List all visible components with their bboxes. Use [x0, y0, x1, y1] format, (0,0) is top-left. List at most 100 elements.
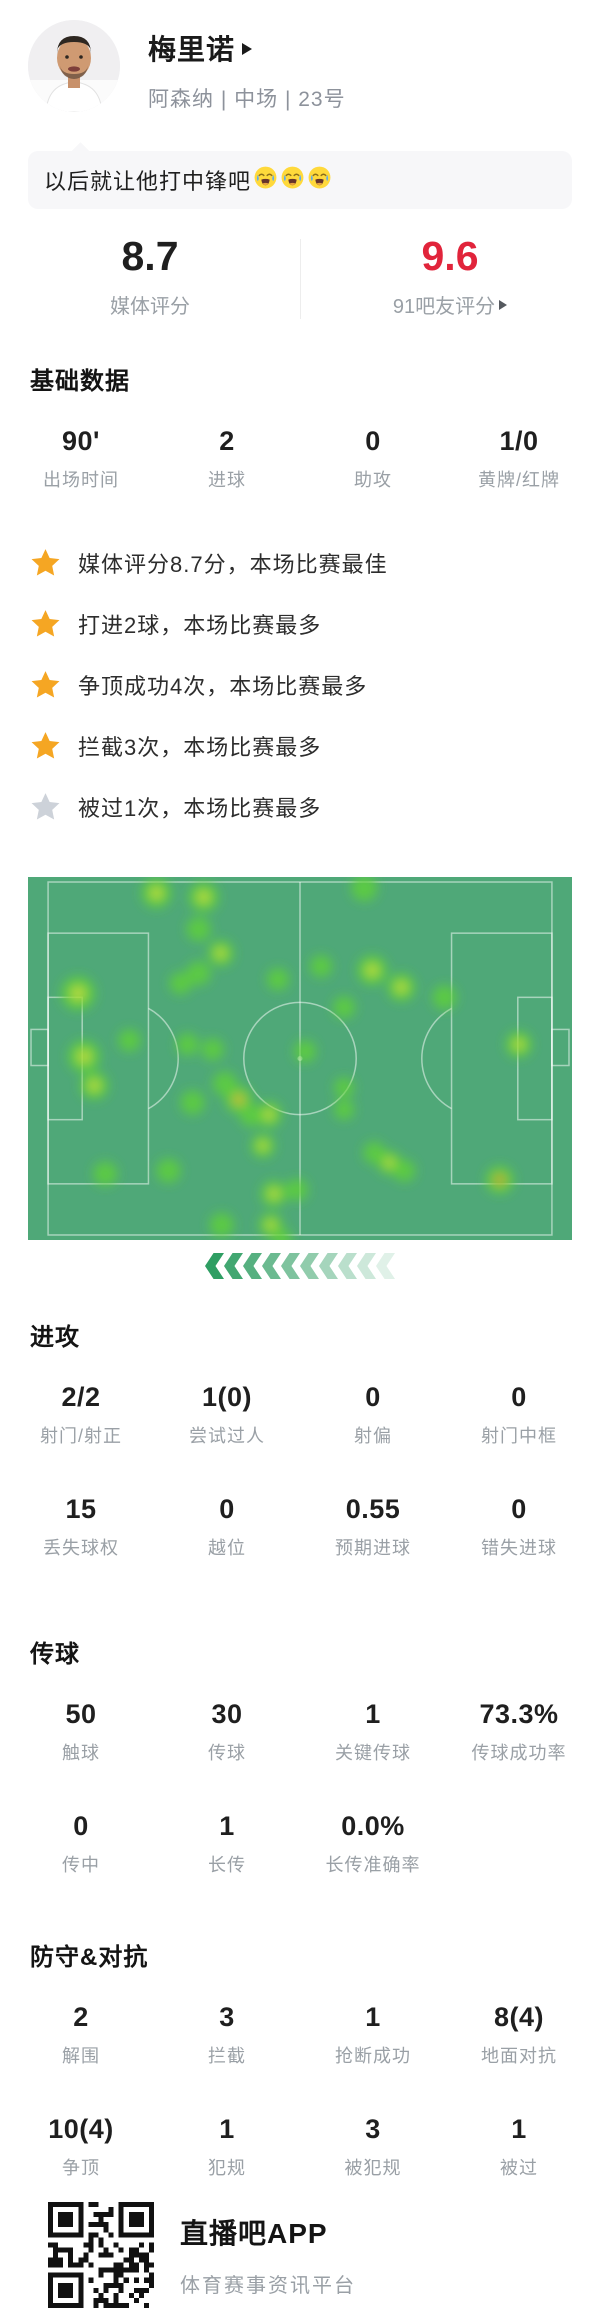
stat-label: 被犯规 — [344, 2158, 402, 2178]
passing-stats-grid: 50 触球 30 传球 1 关键传球 73.3% 传球成功率 0 传中 1 长传 0.0% 长传准确率 — [0, 1699, 600, 1877]
media-rating: 8.7 媒体评分 — [0, 233, 300, 319]
section-title-defense: 防守&对抗 — [30, 1944, 149, 1971]
stat-value: 15 — [65, 1494, 97, 1524]
highlight-row: 拦截3次，本场比赛最多 — [30, 715, 600, 776]
section-title-attack: 进攻 — [30, 1324, 80, 1351]
stat-cell: 1 长传 — [154, 1811, 300, 1877]
stat-value: 3 — [365, 2114, 381, 2144]
stat-cell: 0 传中 — [8, 1811, 154, 1877]
highlight-text: 打进2球，本场比赛最多 — [78, 612, 322, 638]
stat-value: 2/2 — [61, 1382, 101, 1412]
stat-label: 射门中框 — [481, 1426, 557, 1446]
stat-cell: 30 传球 — [154, 1699, 300, 1765]
star-icon — [31, 793, 60, 820]
stat-cell: 0.0% 长传准确率 — [300, 1811, 446, 1877]
stat-label: 传球成功率 — [471, 1743, 567, 1763]
fans-rating-arrow-icon — [499, 299, 508, 310]
stat-cell: 0 越位 — [154, 1494, 300, 1560]
stat-value: 1 — [365, 1699, 381, 1729]
stat-label: 地面对抗 — [481, 2046, 557, 2066]
stat-label: 黄牌/红牌 — [477, 470, 560, 490]
player-portrait-illustration — [28, 20, 120, 112]
stat-label: 预期进球 — [335, 1538, 411, 1558]
highlights-list: 媒体评分8.7分，本场比赛最佳 打进2球，本场比赛最多 争顶成功4次，本场比赛最… — [0, 532, 600, 837]
player-name: 梅里诺 — [148, 34, 236, 65]
crying-emoji-icon — [308, 166, 331, 188]
star-icon — [31, 671, 60, 698]
stat-value: 8(4) — [493, 2002, 544, 2032]
stat-cell: 1(0) 尝试过人 — [154, 1382, 300, 1448]
highlight-row: 媒体评分8.7分，本场比赛最佳 — [30, 532, 600, 593]
stat-label: 传球 — [208, 1743, 246, 1763]
stat-value: 2 — [219, 426, 235, 456]
stat-cell: 15 丢失球权 — [8, 1494, 154, 1560]
fans-rating-value: 9.6 — [421, 233, 479, 279]
app-tagline: 体育赛事资讯平台 — [180, 2275, 356, 2297]
stat-value: 50 — [65, 1699, 97, 1729]
stat-cell: 2/2 射门/射正 — [8, 1382, 154, 1448]
star-icon — [31, 549, 60, 576]
stat-value: 1 — [511, 2114, 527, 2144]
ratings-block: 8.7 媒体评分 9.6 91吧友评分 — [0, 233, 600, 319]
section-title-passing: 传球 — [30, 1641, 80, 1668]
stat-value: 1 — [365, 2002, 381, 2032]
ratings-divider — [300, 239, 301, 319]
stat-label: 解围 — [62, 2046, 100, 2066]
chevron-left-icon — [300, 1253, 319, 1279]
comment-bubble: 以后就让他打中锋吧 — [28, 151, 572, 209]
stat-value: 0.55 — [345, 1494, 401, 1524]
stat-value: 1 — [219, 2114, 235, 2144]
pitch-svg — [28, 874, 572, 1250]
stat-cell: 0 射门中框 — [446, 1382, 592, 1448]
crying-emoji-icon — [254, 166, 277, 188]
player-team-position: 阿森纳 | 中场 | 23号 — [148, 88, 346, 111]
crying-emoji-group — [251, 165, 332, 196]
heat-spots — [61, 874, 532, 1250]
app-footer: 直播吧APP 体育赛事资讯平台 — [48, 2202, 600, 2308]
stat-label: 争顶 — [62, 2158, 100, 2178]
chevron-left-icon — [319, 1253, 338, 1279]
stat-cell: 73.3% 传球成功率 — [446, 1699, 592, 1765]
stat-value: 0 — [511, 1494, 527, 1524]
stat-label: 错失进球 — [481, 1538, 557, 1558]
name-caret-icon — [242, 43, 253, 55]
player-name-row[interactable]: 梅里诺 — [148, 28, 346, 68]
fans-rating[interactable]: 9.6 91吧友评分 — [300, 233, 600, 319]
stat-cell: 1 抢断成功 — [300, 2002, 446, 2068]
stat-value: 0.0% — [341, 1811, 405, 1841]
stat-cell: 3 被犯规 — [300, 2114, 446, 2180]
stat-label: 丢失球权 — [43, 1538, 119, 1558]
star-icon — [31, 610, 60, 637]
highlight-text: 争顶成功4次，本场比赛最多 — [78, 673, 368, 699]
stat-label: 长传准确率 — [325, 1855, 421, 1875]
stat-value: 0 — [511, 1382, 527, 1412]
media-rating-value: 8.7 — [121, 233, 179, 279]
stat-value: 0 — [365, 1382, 381, 1412]
basic-stats-grid: 90' 出场时间 2 进球 0 助攻 1/0 黄牌/红牌 — [0, 426, 600, 492]
stat-cell: 90' 出场时间 — [8, 426, 154, 492]
stat-label: 进球 — [208, 470, 246, 490]
stat-label: 助攻 — [354, 470, 392, 490]
highlight-row: 被过1次，本场比赛最多 — [30, 776, 600, 837]
chevron-left-icon — [376, 1253, 395, 1279]
star-icon — [31, 732, 60, 759]
stat-cell: 3 拦截 — [154, 2002, 300, 2068]
stat-value: 10(4) — [48, 2114, 114, 2144]
stat-value: 73.3% — [479, 1699, 559, 1729]
stat-value: 2 — [73, 2002, 89, 2032]
defense-stats-grid: 2 解围 3 拦截 1 抢断成功 8(4) 地面对抗 10(4) 争顶 1 犯规 3 被犯规 1 被过 — [0, 2002, 600, 2180]
stat-label: 出场时间 — [43, 470, 119, 490]
stat-label: 尝试过人 — [189, 1426, 265, 1446]
stat-value: 0 — [219, 1494, 235, 1524]
chevron-left-icon — [224, 1253, 243, 1279]
stat-cell: 50 触球 — [8, 1699, 154, 1765]
comment-text: 以后就让他打中锋吧 — [44, 169, 252, 194]
stat-label: 抢断成功 — [335, 2046, 411, 2066]
player-avatar[interactable] — [28, 20, 120, 112]
media-rating-label: 媒体评分 — [110, 296, 190, 318]
heatmap-pitch — [28, 874, 572, 1250]
stat-label: 越位 — [208, 1538, 246, 1558]
chevron-left-icon — [205, 1253, 224, 1279]
stat-value: 0 — [365, 426, 381, 456]
stat-value: 90' — [62, 426, 100, 456]
